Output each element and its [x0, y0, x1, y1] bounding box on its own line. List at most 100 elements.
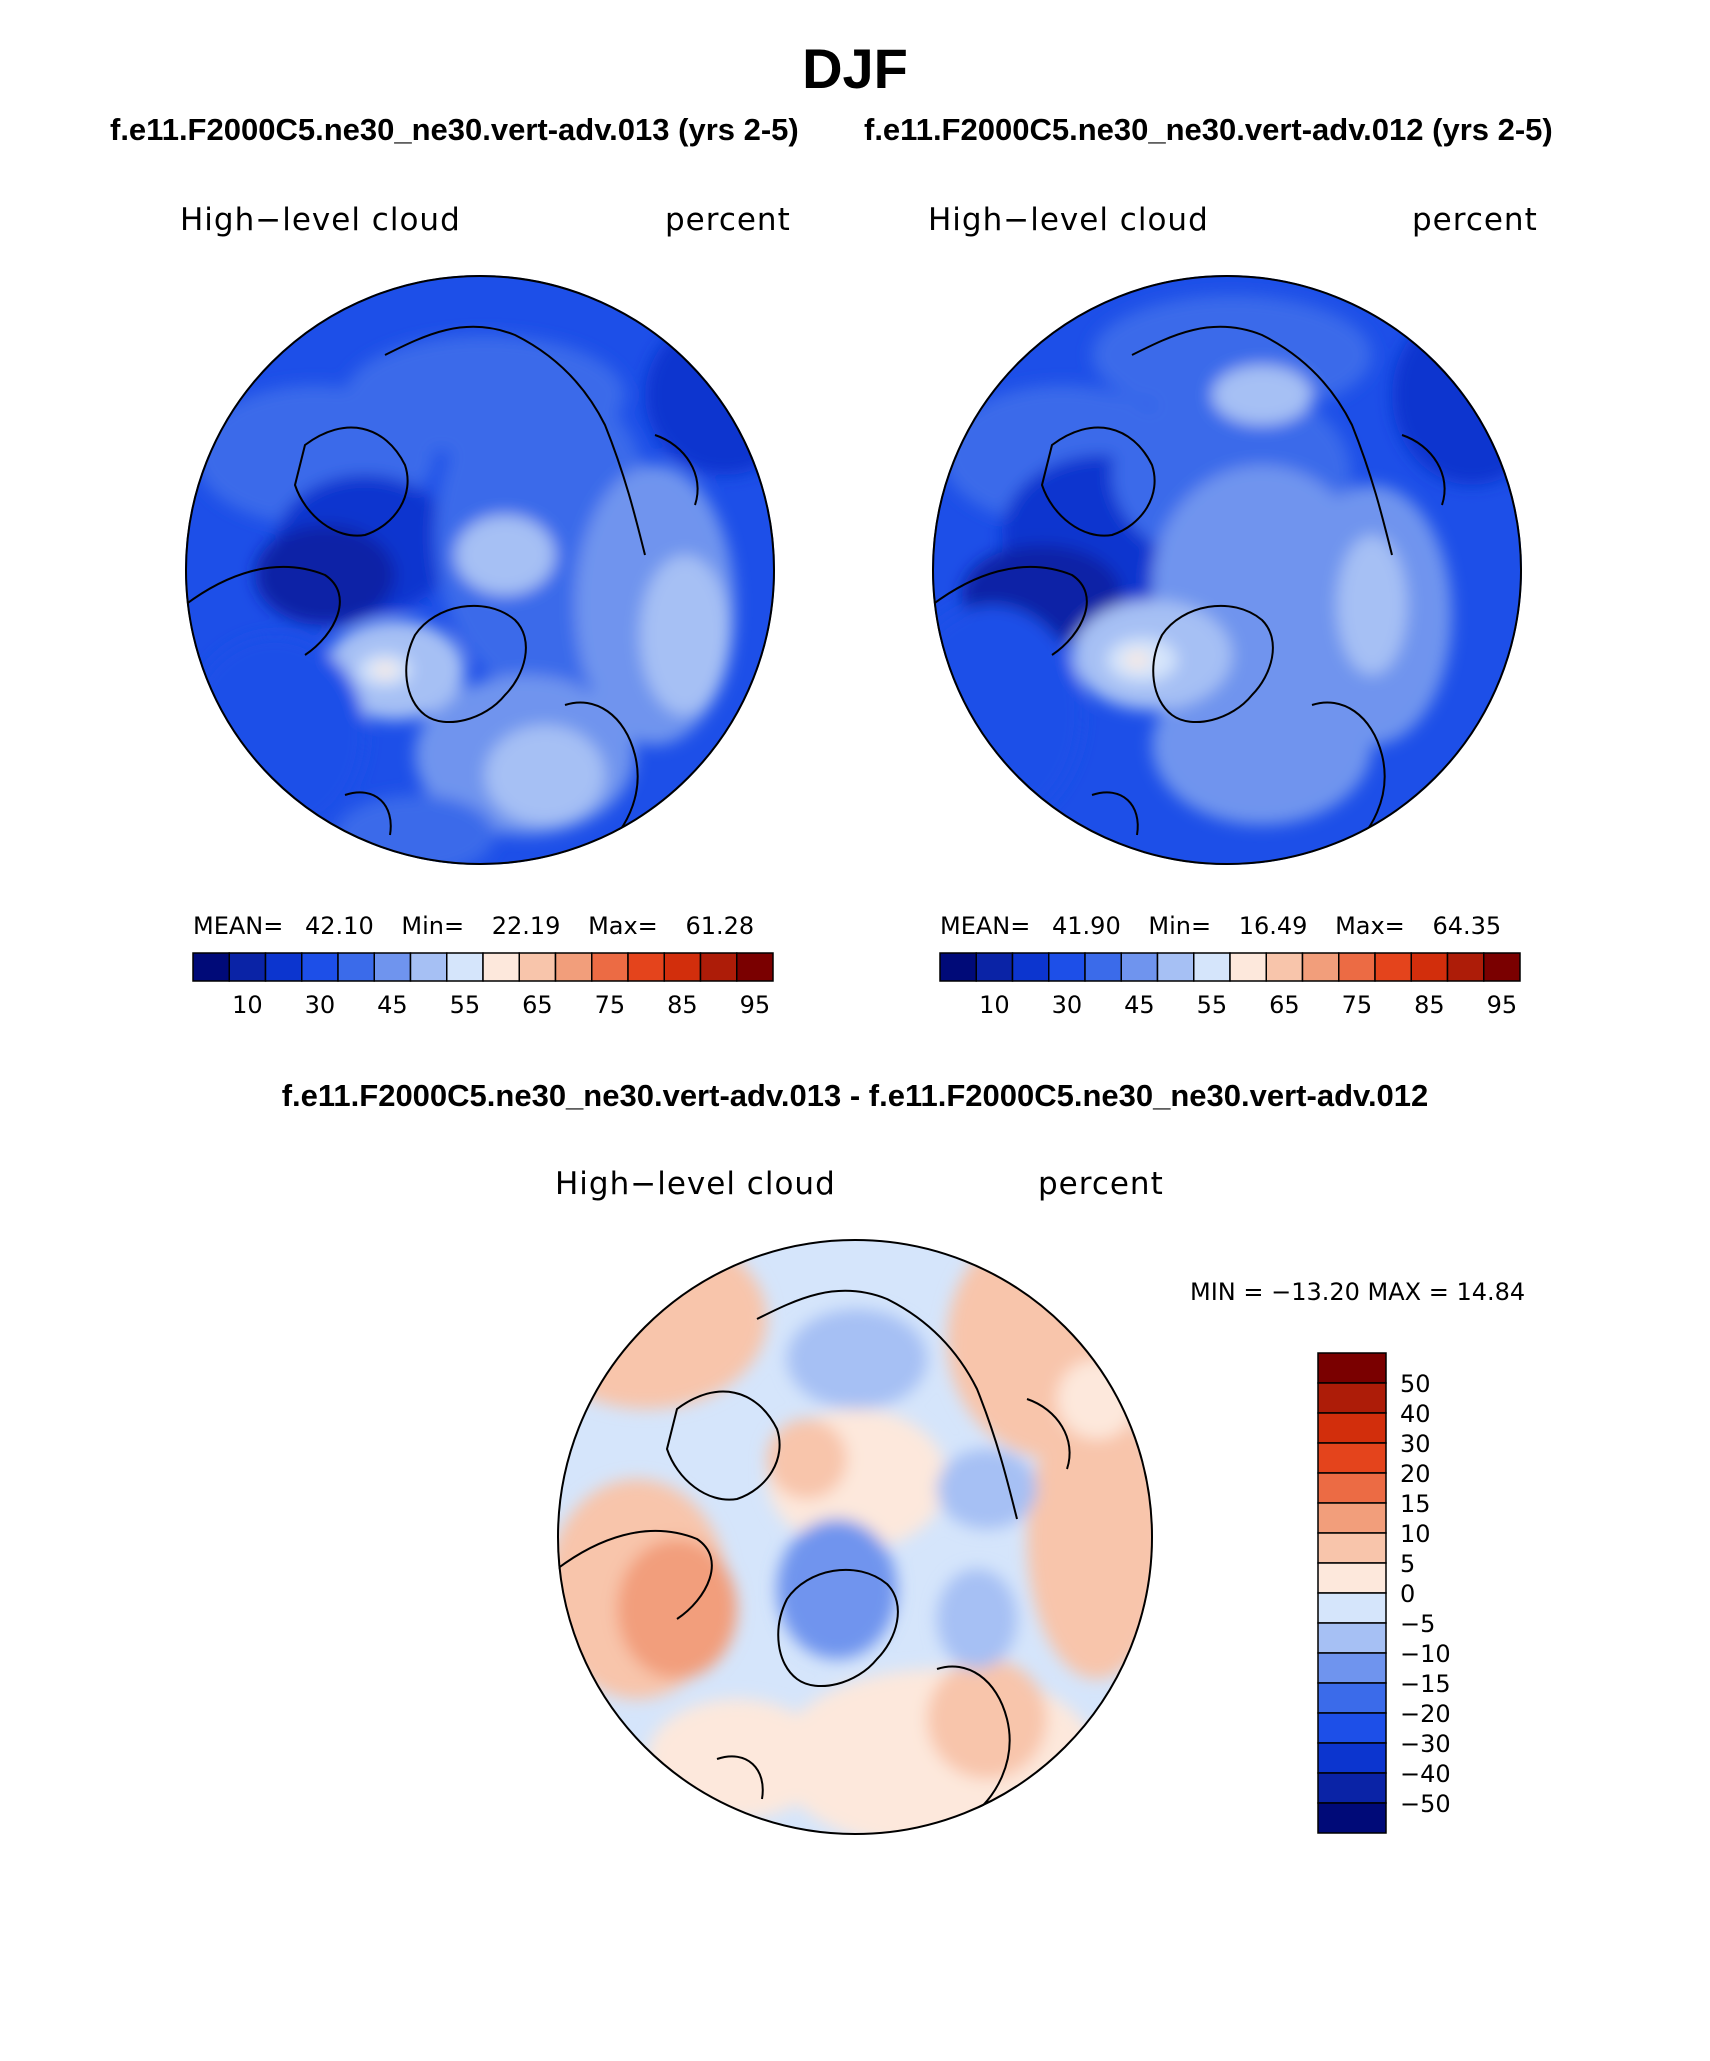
diff-panel-variable: High−level cloud [555, 1166, 836, 1202]
colorbar-tick-label: −20 [1400, 1700, 1451, 1728]
colorbar-tick-label: 30 [1400, 1430, 1431, 1458]
left-mean-label: MEAN= [193, 912, 283, 940]
colorbar-swatch [374, 953, 410, 981]
colorbar-swatch [1318, 1443, 1386, 1473]
colorbar-swatch [976, 953, 1012, 981]
right-min-value: 16.49 [1239, 912, 1308, 940]
colorbar-swatch [447, 953, 483, 981]
colorbar-swatch [628, 953, 664, 981]
colorbar-swatch [1318, 1473, 1386, 1503]
colorbar-tick-label: 75 [595, 991, 626, 1019]
colorbar-swatch [1158, 953, 1194, 981]
colorbar-tick-label: −40 [1400, 1760, 1451, 1788]
colorbar-tick-label: 55 [450, 991, 481, 1019]
colorbar-tick-label: 30 [1052, 991, 1083, 1019]
colorbar-swatch [1318, 1803, 1386, 1833]
right-mean-label: MEAN= [940, 912, 1030, 940]
case-title-left: f.e11.F2000C5.ne30_ne30.vert-adv.013 (yr… [110, 112, 799, 148]
colorbar-swatch [1318, 1593, 1386, 1623]
colorbar-swatch [1049, 953, 1085, 981]
colorbar-swatch [701, 953, 737, 981]
right-max-label: Max= [1335, 912, 1405, 940]
left-min-value: 22.19 [492, 912, 561, 940]
colorbar-swatch [1194, 953, 1230, 981]
right-colorbar: 10 30 45 55 65 75 85 95 [937, 950, 1527, 1020]
colorbar-tick-label: 5 [1400, 1550, 1415, 1578]
colorbar-swatch [1318, 1773, 1386, 1803]
colorbar-swatch [940, 953, 976, 981]
right-polar-map [932, 275, 1522, 865]
colorbar-tick-label: −10 [1400, 1640, 1451, 1668]
colorbar-swatch [1375, 953, 1411, 981]
colorbar-tick-label: 85 [667, 991, 698, 1019]
colorbar-swatch [592, 953, 628, 981]
colorbar-tick-label: 55 [1197, 991, 1228, 1019]
colorbar-tick-label: 85 [1414, 991, 1445, 1019]
difference-title: f.e11.F2000C5.ne30_ne30.vert-adv.013 - f… [0, 1078, 1710, 1114]
right-max-value: 64.35 [1432, 912, 1501, 940]
colorbar-swatch [266, 953, 302, 981]
left-panel-variable: High−level cloud [180, 202, 461, 238]
colorbar-swatch [556, 953, 592, 981]
colorbar-tick-label: 0 [1400, 1580, 1415, 1608]
left-min-label: Min= [401, 912, 464, 940]
colorbar-swatch [1318, 1533, 1386, 1563]
colorbar-swatch [1318, 1713, 1386, 1743]
colorbar-swatch [1266, 953, 1302, 981]
case-title-right: f.e11.F2000C5.ne30_ne30.vert-adv.012 (yr… [864, 112, 1553, 148]
colorbar-swatch [1318, 1653, 1386, 1683]
colorbar-swatch [229, 953, 265, 981]
colorbar-swatch [1318, 1503, 1386, 1533]
colorbar-tick-label: 10 [232, 991, 263, 1019]
colorbar-swatch [1121, 953, 1157, 981]
colorbar-swatch [1318, 1413, 1386, 1443]
colorbar-tick-label: −30 [1400, 1730, 1451, 1758]
left-max-label: Max= [588, 912, 658, 940]
colorbar-tick-label: 10 [1400, 1520, 1431, 1548]
left-stats: MEAN= 42.10 Min= 22.19 Max= 61.28 [193, 912, 754, 940]
colorbar-tick-label: 95 [740, 991, 771, 1019]
right-panel-units: percent [1412, 202, 1538, 238]
colorbar-tick-label: 30 [305, 991, 336, 1019]
colorbar-swatch [411, 953, 447, 981]
right-panel-variable: High−level cloud [928, 202, 1209, 238]
left-polar-map [185, 275, 775, 865]
colorbar-tick-label: 65 [522, 991, 553, 1019]
left-mean-value: 42.10 [305, 912, 374, 940]
colorbar-tick-label: −5 [1400, 1610, 1435, 1638]
colorbar-swatch [1230, 953, 1266, 981]
left-colorbar: 10 30 45 55 65 75 85 95 [190, 950, 780, 1020]
colorbar-tick-label: 95 [1487, 991, 1518, 1019]
colorbar-tick-label: 40 [1400, 1400, 1431, 1428]
colorbar-swatch [1318, 1743, 1386, 1773]
right-min-label: Min= [1148, 912, 1211, 940]
colorbar-swatch [1303, 953, 1339, 981]
colorbar-swatch [1484, 953, 1520, 981]
colorbar-swatch [1318, 1353, 1386, 1383]
colorbar-tick-label: 45 [377, 991, 408, 1019]
colorbar-swatch [519, 953, 555, 981]
colorbar-swatch [1411, 953, 1447, 981]
colorbar-swatch [302, 953, 338, 981]
colorbar-swatch [193, 953, 229, 981]
colorbar-tick-label: 50 [1400, 1370, 1431, 1398]
right-mean-value: 41.90 [1052, 912, 1121, 940]
colorbar-tick-label: 75 [1342, 991, 1373, 1019]
colorbar-swatch [1318, 1683, 1386, 1713]
colorbar-swatch [1085, 953, 1121, 981]
colorbar-swatch [1318, 1623, 1386, 1653]
colorbar-swatch [1013, 953, 1049, 981]
colorbar-swatch [1318, 1563, 1386, 1593]
diff-panel-units: percent [1038, 1166, 1164, 1202]
colorbar-swatch [338, 953, 374, 981]
colorbar-tick-label: −15 [1400, 1670, 1451, 1698]
right-stats: MEAN= 41.90 Min= 16.49 Max= 64.35 [940, 912, 1501, 940]
colorbar-tick-label: 20 [1400, 1460, 1431, 1488]
colorbar-swatch [1318, 1383, 1386, 1413]
difference-polar-map [557, 1239, 1153, 1835]
colorbar-tick-label: 15 [1400, 1490, 1431, 1518]
colorbar-swatch [664, 953, 700, 981]
colorbar-swatch [1448, 953, 1484, 981]
colorbar-tick-label: 10 [979, 991, 1010, 1019]
left-panel-units: percent [665, 202, 791, 238]
